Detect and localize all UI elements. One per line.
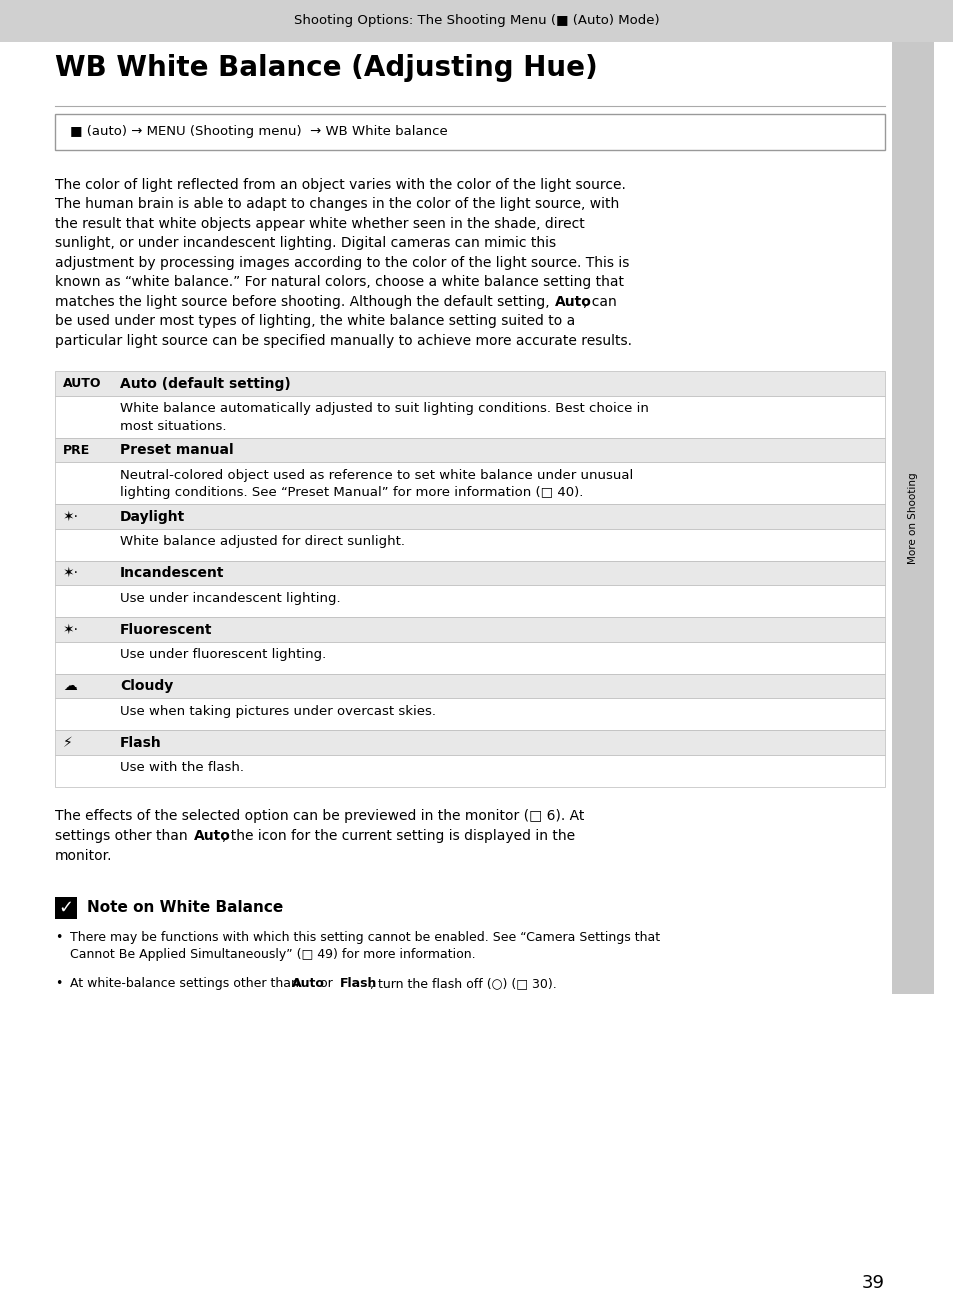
Bar [55, 530, 884, 561]
Text: White balance automatically adjusted to suit lighting conditions. Best choice in: White balance automatically adjusted to … [120, 402, 648, 415]
Text: lighting conditions. See “Preset Manual” for more information (□ 40).: lighting conditions. See “Preset Manual”… [120, 486, 583, 499]
Text: Flash: Flash [339, 978, 377, 989]
Bar [55, 561, 884, 586]
Text: , turn the flash off (○) (□ 30).: , turn the flash off (○) (□ 30). [370, 978, 557, 989]
Text: The color of light reflected from an object varies with the color of the light s: The color of light reflected from an obj… [55, 177, 625, 192]
Text: ✶·: ✶· [63, 510, 79, 524]
Text: Daylight: Daylight [120, 510, 185, 524]
Bar [55, 463, 884, 505]
Bar [55, 618, 884, 643]
Bar [55, 756, 884, 787]
Text: Shooting Options: The Shooting Menu (■ (Auto) Mode): Shooting Options: The Shooting Menu (■ (… [294, 14, 659, 28]
Text: 39: 39 [862, 1275, 884, 1292]
Text: , can: , can [582, 296, 616, 309]
Text: settings other than: settings other than [55, 829, 192, 844]
Text: adjustment by processing images according to the color of the light source. This: adjustment by processing images accordin… [55, 256, 629, 269]
Bar [55, 396, 884, 438]
Text: Auto (default setting): Auto (default setting) [120, 377, 291, 390]
Text: the result that white objects appear white whether seen in the shade, direct: the result that white objects appear whi… [55, 217, 584, 231]
Text: particular light source can be specified manually to achieve more accurate resul: particular light source can be specified… [55, 334, 631, 348]
Bar [55, 897, 77, 918]
Text: Use when taking pictures under overcast skies.: Use when taking pictures under overcast … [120, 706, 436, 717]
Text: ✶·: ✶· [63, 623, 79, 637]
Text: ⚡: ⚡ [63, 736, 72, 750]
Text: Neutral-colored object used as reference to set white balance under unusual: Neutral-colored object used as reference… [120, 469, 633, 482]
Text: Use under incandescent lighting.: Use under incandescent lighting. [120, 593, 340, 604]
Text: The human brain is able to adapt to changes in the color of the light source, wi: The human brain is able to adapt to chan… [55, 197, 618, 212]
Bar [55, 586, 884, 618]
Bar [0, 0, 953, 42]
Bar [55, 114, 884, 150]
Text: known as “white balance.” For natural colors, choose a white balance setting tha: known as “white balance.” For natural co… [55, 276, 623, 289]
Text: Auto: Auto [555, 296, 591, 309]
Bar [55, 438, 884, 463]
Bar [55, 643, 884, 674]
Text: monitor.: monitor. [55, 849, 112, 863]
Text: Auto: Auto [292, 978, 325, 989]
Text: ☁: ☁ [63, 679, 77, 694]
Text: More on Shooting: More on Shooting [907, 472, 917, 564]
Text: Incandescent: Incandescent [120, 566, 224, 581]
Text: Use under fluorescent lighting.: Use under fluorescent lighting. [120, 649, 326, 661]
Text: , the icon for the current setting is displayed in the: , the icon for the current setting is di… [221, 829, 575, 844]
Text: Note on White Balance: Note on White Balance [87, 900, 283, 916]
Bar [55, 505, 884, 530]
Text: ✶·: ✶· [63, 566, 79, 581]
Text: matches the light source before shooting. Although the default setting,: matches the light source before shooting… [55, 296, 554, 309]
Text: Cloudy: Cloudy [120, 679, 173, 694]
Text: or: or [315, 978, 336, 989]
Text: PRE: PRE [63, 444, 91, 457]
Text: Cannot Be Applied Simultaneously” (□ 49) for more information.: Cannot Be Applied Simultaneously” (□ 49)… [70, 947, 476, 961]
Text: WB White Balance (Adjusting Hue): WB White Balance (Adjusting Hue) [55, 54, 598, 81]
Text: ✓: ✓ [58, 899, 73, 917]
Bar [55, 674, 884, 699]
Bar [55, 372, 884, 396]
Bar [55, 699, 884, 731]
Text: AUTO: AUTO [63, 377, 101, 390]
Text: At white-balance settings other than: At white-balance settings other than [70, 978, 302, 989]
Text: The effects of the selected option can be previewed in the monitor (□ 6). At: The effects of the selected option can b… [55, 809, 584, 823]
Bar [891, 42, 933, 993]
Bar [55, 731, 884, 756]
Text: Fluorescent: Fluorescent [120, 623, 213, 637]
Text: Auto: Auto [193, 829, 231, 844]
Text: •: • [55, 932, 62, 943]
Text: There may be functions with which this setting cannot be enabled. See “Camera Se: There may be functions with which this s… [70, 932, 659, 943]
Text: Use with the flash.: Use with the flash. [120, 762, 244, 774]
Text: ■ (auto) → MENU (Shooting menu)  → WB White balance: ■ (auto) → MENU (Shooting menu) → WB Whi… [70, 126, 447, 138]
Text: most situations.: most situations. [120, 420, 226, 434]
Text: White balance adjusted for direct sunlight.: White balance adjusted for direct sunlig… [120, 536, 405, 548]
Text: sunlight, or under incandescent lighting. Digital cameras can mimic this: sunlight, or under incandescent lighting… [55, 237, 556, 251]
Text: •: • [55, 978, 62, 989]
Text: be used under most types of lighting, the white balance setting suited to a: be used under most types of lighting, th… [55, 314, 575, 328]
Text: Preset manual: Preset manual [120, 443, 233, 457]
Text: Flash: Flash [120, 736, 162, 750]
